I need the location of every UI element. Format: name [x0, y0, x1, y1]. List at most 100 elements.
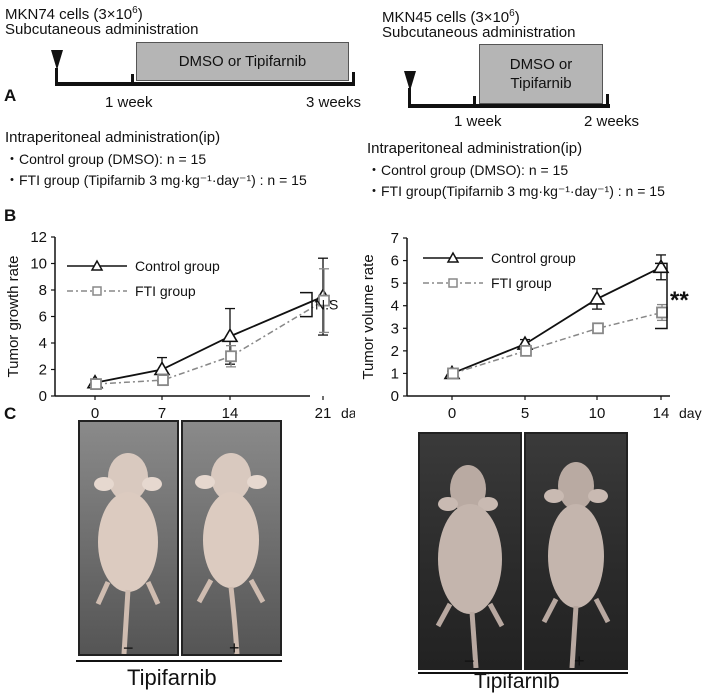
- timeline-3weeks-label: 3 weeks: [306, 94, 362, 111]
- mouse-photo-tipifarnib-right: [524, 432, 628, 670]
- data-point-square: [318, 294, 330, 307]
- y-tick-label: 1: [391, 365, 399, 382]
- series-line: [451, 266, 662, 375]
- x-tick-label: 0: [448, 405, 456, 420]
- timeline-1week-label: 1 week: [105, 94, 153, 111]
- timeline-end-tick: [606, 94, 609, 108]
- series-line: [95, 299, 325, 385]
- mkn74-admin-label: Subcutaneous administration: [5, 21, 199, 38]
- data-point-square: [447, 367, 459, 380]
- ip-title-right: Intraperitoneal administration(ip): [367, 140, 583, 157]
- y-tick-label: 7: [391, 230, 399, 247]
- y-tick-label: 0: [391, 388, 399, 405]
- legend-label: Control group: [491, 250, 576, 266]
- x-axis-label: day: [679, 405, 702, 420]
- legend-marker: [92, 286, 102, 296]
- legend-marker: [448, 278, 458, 288]
- treatment-box-left: DMSO or Tipifarnib: [136, 42, 349, 81]
- plus-label-left: +: [229, 638, 240, 658]
- y-tick-label: 2: [391, 343, 399, 360]
- timeline-1week-tick: [131, 74, 134, 86]
- data-point-square: [656, 306, 668, 319]
- panel-c-label: C: [4, 404, 17, 423]
- y-tick-label: 2: [39, 362, 47, 379]
- plus-label-right: +: [574, 651, 585, 671]
- mouse-photo-control-right: [418, 432, 522, 670]
- x-tick-label: 14: [653, 405, 670, 420]
- timeline-2weeks-label: 2 weeks: [584, 113, 640, 130]
- control-group-line-left: ・Control group (DMSO): n = 15: [5, 151, 207, 167]
- treatment-box-right: DMSO or Tipifarnib: [479, 44, 603, 104]
- mkn45-admin-label: Subcutaneous administration: [382, 24, 576, 41]
- treatment-bracket-right: [418, 672, 628, 674]
- treatment-box-line1: DMSO or: [509, 56, 573, 73]
- minus-label-left: −: [123, 638, 134, 658]
- data-point-square: [90, 378, 102, 390]
- injection-arrow-icon: [51, 50, 63, 70]
- minus-label-right: −: [464, 651, 475, 671]
- y-tick-label: 10: [30, 256, 47, 273]
- data-point-triangle: [221, 327, 239, 343]
- legend-marker: [90, 259, 104, 271]
- y-tick-label: 0: [39, 388, 47, 405]
- timeline-1week-label: 1 week: [454, 113, 502, 130]
- timeline-start-tick: [408, 88, 411, 108]
- timeline-start-tick: [55, 68, 58, 86]
- y-tick-label: 6: [391, 253, 399, 270]
- timeline-end-tick: [352, 72, 355, 86]
- data-point-square: [225, 350, 237, 363]
- panel-b-label: B: [4, 206, 17, 225]
- tipifarnib-label-left: Tipifarnib: [127, 665, 217, 690]
- data-point-triangle: [588, 290, 606, 305]
- y-tick-label: 4: [391, 298, 399, 315]
- significance-bracket: [655, 262, 668, 330]
- data-point-triangle: [652, 258, 670, 274]
- x-tick-label: 10: [589, 405, 606, 420]
- y-tick-label: 3: [391, 320, 399, 337]
- legend-label: Control group: [135, 258, 220, 274]
- data-point-triangle: [153, 360, 171, 376]
- panel-a-label: A: [4, 86, 17, 105]
- treatment-bracket-left: [76, 660, 282, 662]
- mkn74-cells-label: MKN74 cells (3×106): [5, 5, 143, 23]
- legend-label: FTI group: [135, 283, 196, 299]
- timeline-1week-tick: [473, 96, 476, 108]
- y-axis-label: Tumor growth rate: [5, 256, 22, 378]
- treatment-box-line2: Tipifarnib: [510, 75, 572, 92]
- tumor-growth-chart: 0 2 4 6 8 10 12 0 7 14 21 day Tumor growth rate Contr…: [5, 229, 355, 420]
- series-line: [94, 295, 324, 384]
- timeline-bar-right: [408, 104, 610, 108]
- data-point-square: [157, 374, 169, 387]
- legend-label: FTI group: [491, 275, 552, 291]
- injection-arrow-icon: [404, 71, 416, 91]
- x-axis-label: day: [341, 405, 355, 420]
- significance-bracket: [300, 291, 313, 318]
- data-point-square: [520, 344, 532, 357]
- y-tick-label: 8: [39, 282, 47, 299]
- tipifarnib-label-right: Tipifarnib: [474, 670, 560, 693]
- y-tick-label: 5: [391, 275, 399, 292]
- y-tick-label: 12: [30, 229, 47, 246]
- fti-group-line-right: ・FTI group(Tipifarnib 3 mg·kg⁻¹·day⁻¹) :…: [367, 183, 665, 199]
- timeline-bar-left: [55, 82, 355, 86]
- x-tick-label: 0: [91, 405, 99, 420]
- y-tick-label: 4: [39, 335, 47, 352]
- x-tick-label: 7: [158, 405, 166, 420]
- x-tick-label: 14: [222, 405, 239, 420]
- x-tick-label: 21: [315, 405, 332, 420]
- ip-title-left: Intraperitoneal administration(ip): [5, 129, 221, 146]
- mouse-photo-control-left: [78, 420, 179, 656]
- fti-group-line-left: ・FTI group (Tipifarnib 3 mg·kg⁻¹·day⁻¹) …: [5, 172, 307, 188]
- tumor-volume-chart: 0 1 2 3 4 5 6 7 0 5 10 14 day Tumor volume rate Contro…: [360, 230, 702, 420]
- y-axis-label: Tumor volume rate: [360, 254, 377, 379]
- mouse-photo-tipifarnib-left: [181, 420, 282, 656]
- legend-marker: [446, 251, 460, 263]
- data-point-square: [592, 322, 604, 335]
- significance-label: **: [670, 287, 689, 314]
- y-tick-label: 6: [39, 309, 47, 326]
- control-group-line-right: ・Control group (DMSO): n = 15: [367, 162, 569, 178]
- mkn45-cells-label: MKN45 cells (3×106): [382, 8, 520, 26]
- series-line: [452, 311, 663, 375]
- x-tick-label: 5: [521, 405, 529, 420]
- significance-label: N.S: [315, 297, 338, 313]
